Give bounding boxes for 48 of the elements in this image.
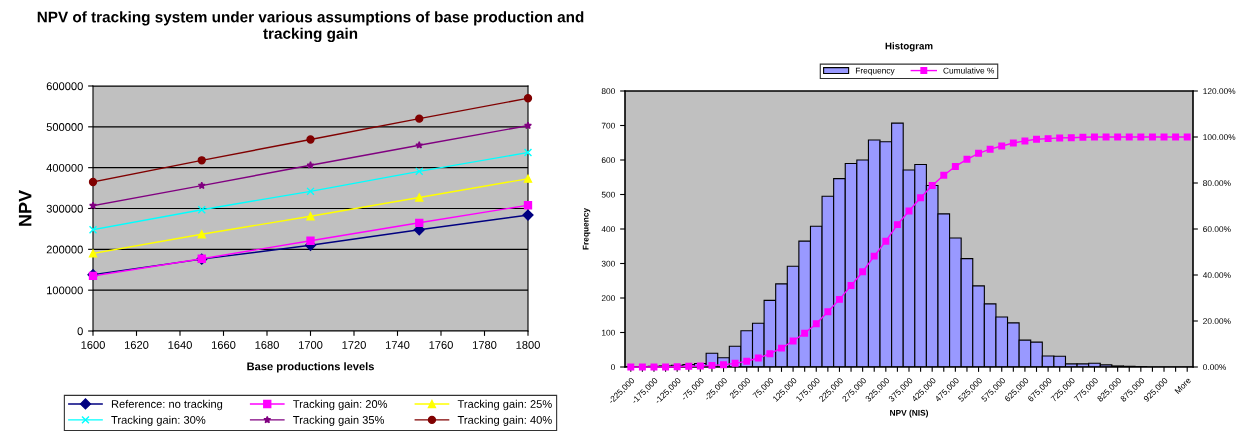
y-tick-label: 400000 (46, 163, 83, 172)
chart-title: NPV of tracking system under various assumptions of base production and tracking gain (37, 11, 584, 43)
y2-tick-label: 80.00% (1203, 180, 1231, 187)
x-tick-label: 1760 (429, 341, 453, 349)
x-tick-label: 1640 (168, 341, 192, 349)
x-tick-label: 1800 (516, 341, 540, 349)
x-tick-label: 1620 (124, 341, 149, 349)
legend-label: Tracking gain: 40% (457, 415, 552, 427)
y-axis-title: NPV (18, 190, 32, 226)
y-tick-label: 600000 (46, 82, 83, 91)
legend-label: Frequency (855, 67, 895, 76)
y2-tick-label: 100.00% (1203, 134, 1236, 141)
y-tick-label: 500000 (46, 123, 83, 131)
x-tick-label: 1700 (298, 341, 323, 349)
y-axis-title: Frequency (582, 207, 591, 250)
x-axis-title: Base productions levels (247, 362, 374, 373)
y-tick-label: 300 (601, 260, 615, 267)
x-tick-label: 1720 (342, 341, 366, 349)
x-tick-label: 1780 (472, 341, 497, 349)
y2-tick-label: 0.00% (1203, 364, 1227, 371)
y-tick-label: 800 (601, 88, 615, 95)
y-tick-label: 400 (601, 226, 615, 233)
legend-label: Tracking gain: 25% (457, 399, 552, 411)
y-tick-label: 300000 (46, 204, 83, 213)
y2-tick-label: 120.00% (1203, 88, 1236, 95)
y-tick-label: 100000 (47, 286, 83, 295)
y-tick-label: 200000 (46, 245, 83, 254)
y-tick-label: 700 (601, 122, 615, 129)
y2-tick-label: 20.00% (1203, 318, 1231, 325)
legend-label: Tracking gain 35% (293, 415, 385, 427)
legend-label: Reference: no tracking (111, 399, 223, 411)
y-tick-label: 600 (601, 157, 615, 164)
y-tick-label: 0 (610, 364, 615, 371)
legend-label: Tracking gain: 20% (293, 399, 388, 411)
x-axis-title: NPV (NIS) (890, 409, 929, 418)
x-tick-label: 1660 (211, 341, 236, 349)
legend-label: Tracking gain: 30% (111, 415, 206, 427)
legend-label: Cumulative % (943, 67, 995, 74)
x-tick-label: 1740 (385, 341, 410, 349)
x-tick-label: 1680 (255, 341, 279, 349)
y-tick-label: 200 (601, 295, 615, 302)
x-tick-label: 1600 (81, 341, 105, 349)
y-tick-label: 0 (77, 327, 83, 336)
y2-tick-label: 40.00% (1202, 272, 1231, 279)
y2-tick-label: 60.00% (1203, 226, 1231, 233)
y-tick-label: 100 (602, 329, 615, 336)
y-tick-label: 500 (601, 191, 615, 198)
chart-title: Histogram (885, 42, 933, 52)
